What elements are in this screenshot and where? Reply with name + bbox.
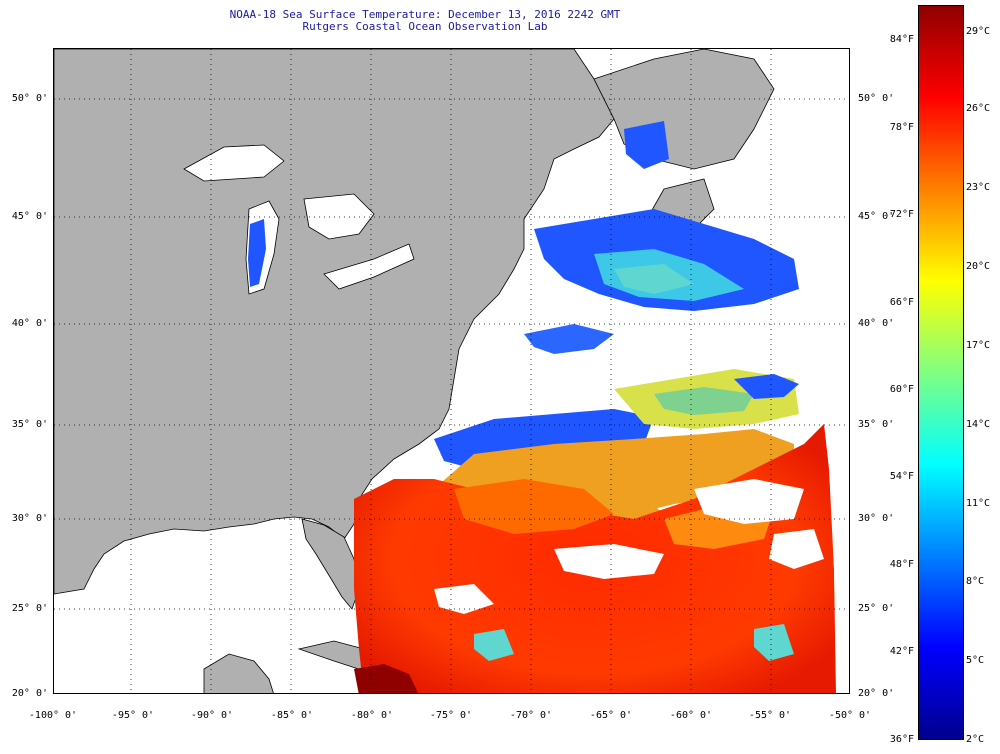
land-florida (301, 518, 360, 610)
lon-label: -90° 0' (190, 710, 234, 721)
lat-label: 50° 0' (11, 93, 48, 104)
colorbar-c-label: 17°C (966, 340, 991, 351)
lat-label-right: 25° 0' (858, 603, 895, 614)
colorbar-c-label: 11°C (966, 498, 991, 509)
colorbar-c-label: 2°C (966, 734, 985, 745)
colorbar-f-label: 42°F (889, 646, 914, 657)
colorbar-c-label: 20°C (966, 261, 991, 272)
lon-label: -55° 0' (748, 710, 792, 721)
lon-label: -50° 0' (828, 710, 872, 721)
colorbar-f-label: 66°F (889, 297, 914, 308)
lat-label-right: 20° 0' (858, 688, 895, 699)
temperature-colorbar (918, 5, 964, 740)
lat-label: 20° 0' (11, 688, 48, 699)
colorbar-f-label: 54°F (889, 471, 914, 482)
lat-label: 35° 0' (11, 419, 48, 430)
colorbar-f-label: 48°F (889, 559, 914, 570)
lon-label: -65° 0' (589, 710, 633, 721)
colorbar-f-label: 36°F (889, 734, 914, 745)
lat-label-right: 35° 0' (858, 419, 895, 430)
great-lakes (183, 144, 285, 182)
lat-label: 40° 0' (11, 318, 48, 329)
map-title: NOAA-18 Sea Surface Temperature: Decembe… (229, 8, 621, 21)
colorbar-f-label: 78°F (889, 122, 914, 133)
colorbar-c-label: 29°C (966, 26, 991, 37)
lon-label: -100° 0' (28, 710, 78, 721)
colorbar-c-label: 8°C (966, 576, 985, 587)
land-yucatan (203, 653, 274, 693)
sst-map[interactable] (53, 48, 850, 694)
lat-label: 25° 0' (11, 603, 48, 614)
colorbar-f-label: 72°F (889, 209, 914, 220)
colorbar-c-label: 14°C (966, 419, 991, 430)
lon-label: -70° 0' (509, 710, 553, 721)
colorbar-f-label: 84°F (889, 34, 914, 45)
lat-label-right: 45° 0' (858, 211, 895, 222)
lat-label: 30° 0' (11, 513, 48, 524)
colorbar-c-label: 23°C (966, 182, 991, 193)
colorbar-c-label: 26°C (966, 103, 991, 114)
lon-label: -95° 0' (111, 710, 155, 721)
lat-label-right: 50° 0' (858, 93, 895, 104)
colorbar-f-label: 60°F (889, 384, 914, 395)
colorbar-c-label: 5°C (966, 655, 985, 666)
map-subtitle: Rutgers Coastal Ocean Observation Lab (302, 20, 548, 33)
sst-map-canvas (54, 49, 849, 693)
lon-label: -80° 0' (350, 710, 394, 721)
land-north-america (54, 49, 615, 595)
lon-label: -75° 0' (429, 710, 473, 721)
lat-label-right: 40° 0' (858, 318, 895, 329)
lon-label: -60° 0' (669, 710, 713, 721)
lat-label: 45° 0' (11, 211, 48, 222)
lon-label: -85° 0' (270, 710, 314, 721)
lat-label-right: 30° 0' (858, 513, 895, 524)
